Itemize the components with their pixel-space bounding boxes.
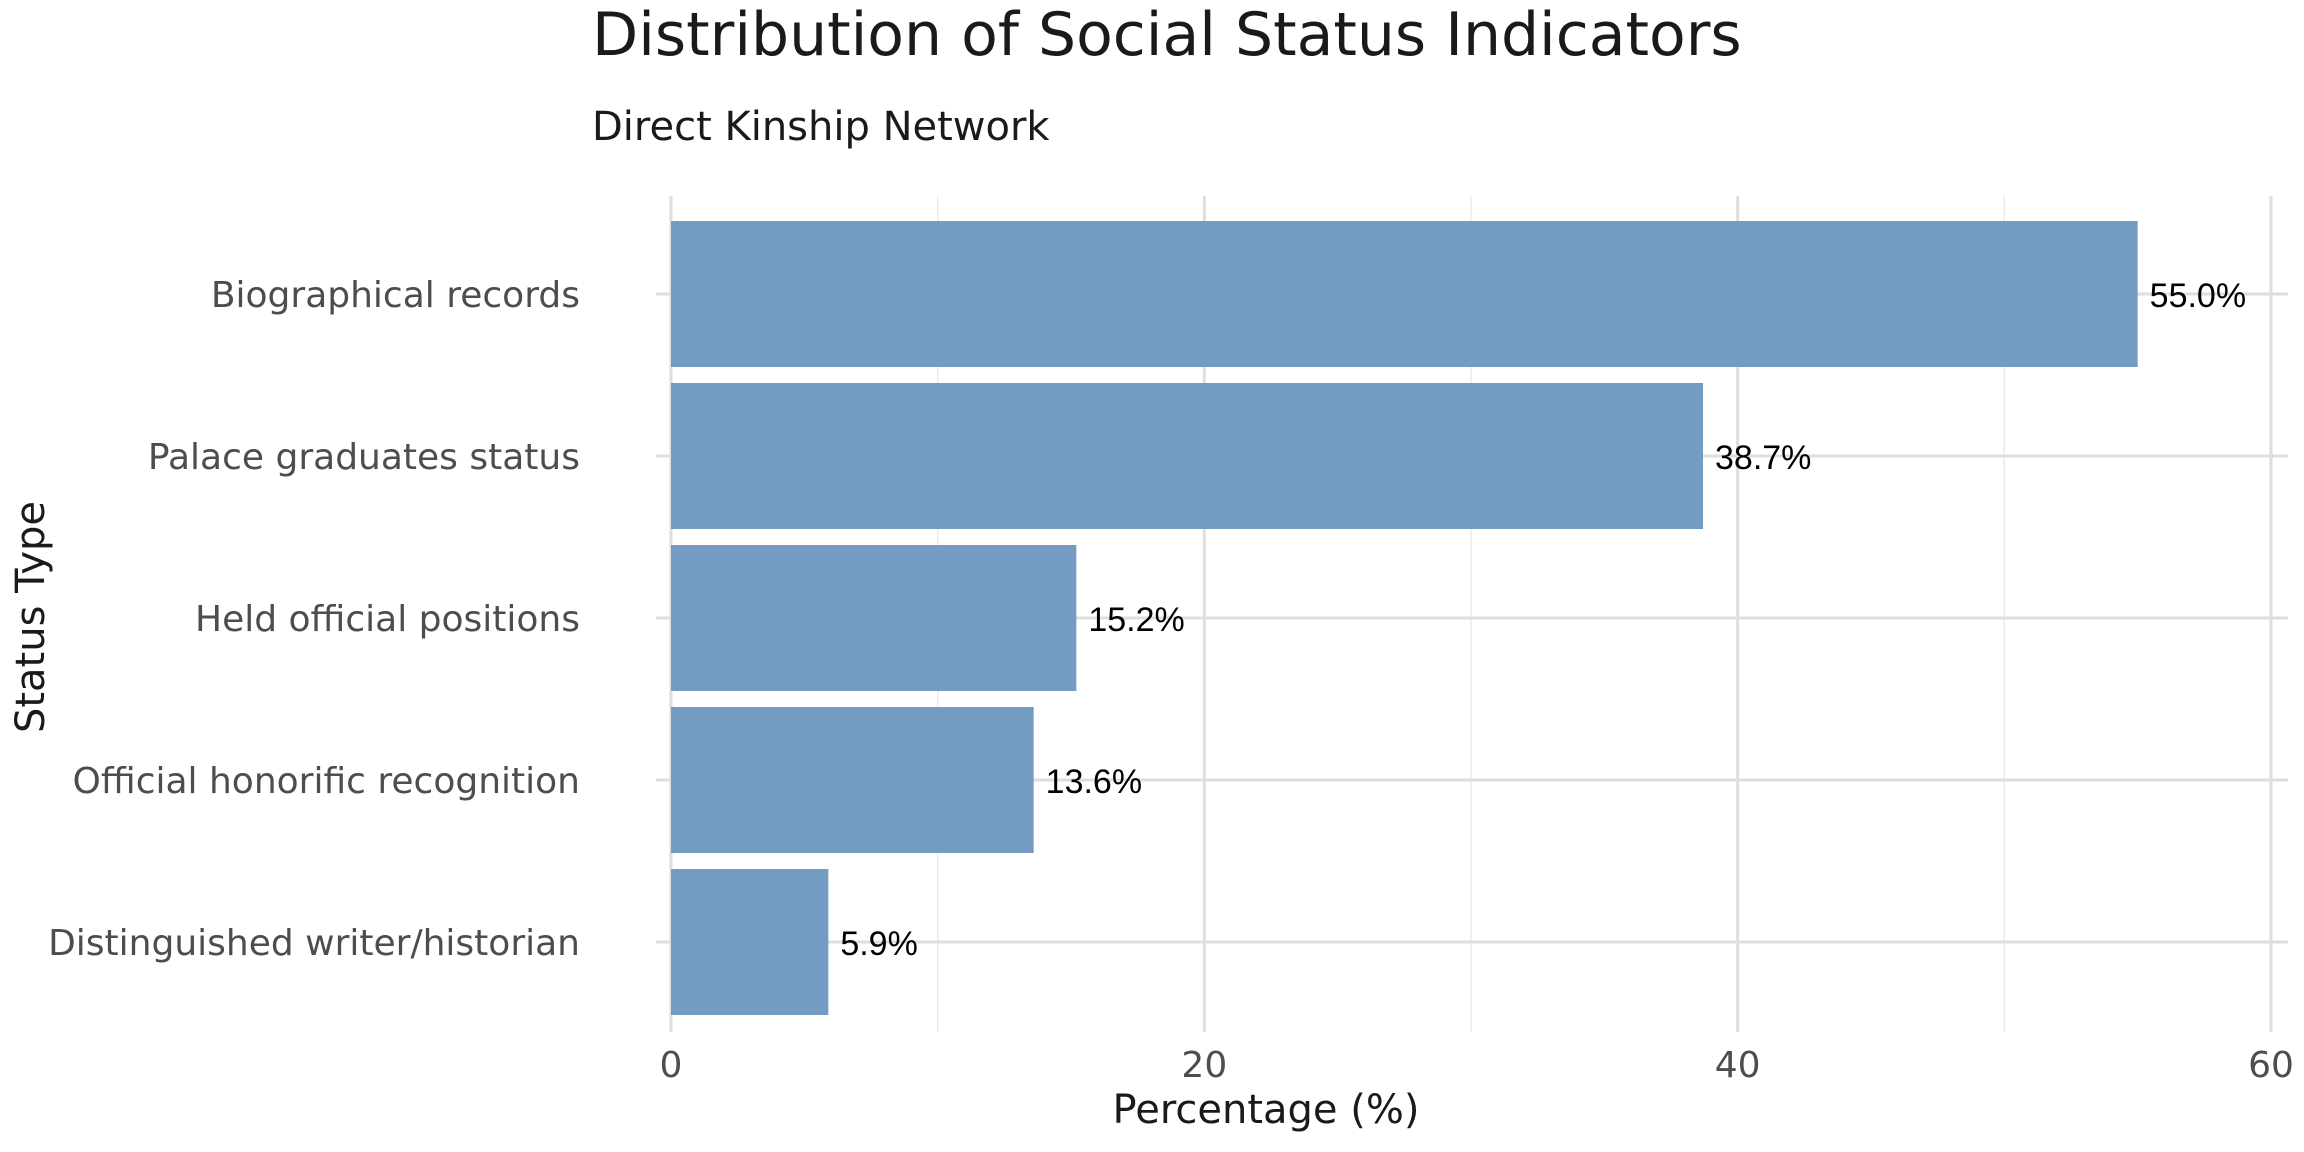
y-tick-label: Distinguished writer/historian — [48, 923, 580, 964]
y-tick-label: Palace graduates status — [148, 437, 580, 478]
x-tick-label: 0 — [660, 1045, 683, 1086]
data-label: 5.9% — [840, 925, 918, 963]
y-tick-label: Official honorific recognition — [73, 761, 580, 802]
y-axis-title: Status Type — [8, 501, 54, 733]
data-label: 38.7% — [1715, 439, 1811, 477]
bar — [671, 383, 1703, 529]
data-label: 55.0% — [2150, 277, 2246, 315]
bars — [671, 221, 2138, 1015]
x-tick-label: 60 — [2248, 1045, 2294, 1086]
data-label: 15.2% — [1088, 601, 1184, 639]
y-tick-label: Biographical records — [211, 275, 580, 316]
y-tick-labels: Biographical records Palace graduates sta… — [48, 275, 580, 964]
data-labels: 55.0% 38.7% 15.2% 13.6% 5.9% — [840, 277, 2246, 963]
chart-subtitle: Direct Kinship Network — [592, 104, 1050, 150]
bar — [671, 869, 829, 1015]
bar — [671, 545, 1077, 691]
x-tick-labels: 0 20 40 60 — [660, 1045, 2294, 1086]
chart-title: Distribution of Social Status Indicators — [592, 0, 1742, 70]
bar — [671, 221, 2138, 367]
data-label: 13.6% — [1046, 763, 1142, 801]
x-tick-label: 40 — [1715, 1045, 1761, 1086]
bar — [671, 707, 1034, 853]
x-tick-label: 20 — [1181, 1045, 1227, 1086]
y-tick-label: Held official positions — [195, 599, 580, 640]
x-axis-title: Percentage (%) — [1113, 1087, 1420, 1133]
